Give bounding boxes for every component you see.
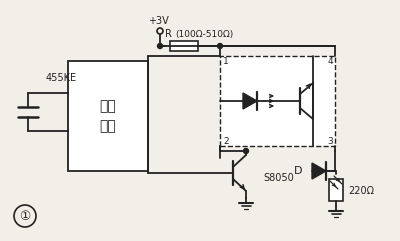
Text: +3V: +3V [148,16,168,26]
Bar [329,179,343,201]
Text: 芯片: 芯片 [100,119,116,133]
Text: R: R [165,29,172,39]
Text: 3: 3 [327,136,333,146]
Text: D: D [294,166,302,176]
Text: 1: 1 [223,56,229,66]
Text: 4: 4 [327,56,333,66]
Text: (100Ω-510Ω): (100Ω-510Ω) [175,29,233,39]
Text: 220Ω: 220Ω [348,186,374,196]
Text: 遥控: 遥控 [100,99,116,113]
Text: S8050: S8050 [263,173,294,183]
Text: 2: 2 [223,136,229,146]
Text: ①: ① [19,209,31,222]
Circle shape [218,43,222,48]
Text: 455KE: 455KE [46,73,77,83]
Bar [68,61,148,171]
Circle shape [158,43,162,48]
Bar [220,56,335,146]
Circle shape [244,148,248,154]
Polygon shape [312,163,326,179]
Bar [170,41,198,51]
Polygon shape [243,93,257,109]
